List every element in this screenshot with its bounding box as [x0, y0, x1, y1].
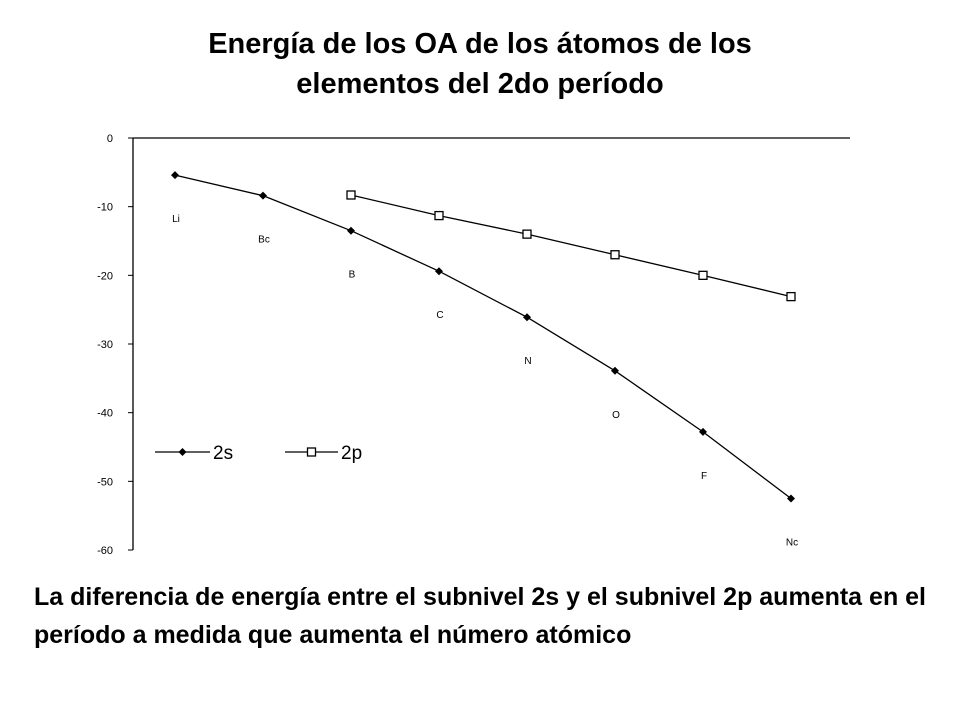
element-label: O	[612, 410, 620, 421]
title-line-2: elementos del 2do período	[296, 68, 664, 100]
series-line-2p	[350, 194, 792, 298]
data-point-2p	[434, 210, 444, 221]
data-point-2s	[171, 171, 179, 180]
data-point-2s	[699, 427, 707, 436]
data-point-2p	[786, 291, 796, 302]
element-label: Nc	[786, 538, 798, 549]
data-point-2p	[610, 250, 620, 260]
data-point-2p	[698, 270, 708, 280]
page-title: Energía de los OA de los átomos de los e…	[0, 24, 960, 104]
legend-label-2s: 2s	[213, 443, 233, 464]
data-point-2s	[611, 366, 619, 375]
y-tick-label: 0	[107, 133, 113, 145]
y-tick-label: -50	[97, 476, 113, 488]
y-tick-label: -40	[97, 408, 113, 420]
title-line-1: Energía de los OA de los átomos de los	[208, 28, 752, 60]
chart-legend: 2s 2p	[155, 443, 362, 464]
y-tick-label: -30	[97, 339, 113, 351]
legend-label-2p: 2p	[341, 443, 362, 464]
data-point-2s	[347, 226, 355, 235]
caption-text: La diferencia de energía entre el subniv…	[34, 583, 927, 649]
element-label: C	[436, 310, 443, 321]
data-point-2s	[787, 494, 795, 503]
element-label: B	[349, 270, 356, 281]
y-tick-label: -60	[97, 545, 113, 557]
data-point-2p	[346, 190, 356, 200]
element-label: N	[524, 356, 531, 367]
element-label: F	[701, 471, 707, 482]
legend-marker-2p	[306, 447, 317, 457]
legend-marker-2s	[178, 448, 187, 456]
data-point-2s	[259, 191, 267, 200]
element-label: Li	[172, 214, 180, 225]
y-tick-label: -20	[97, 270, 113, 282]
chart-series	[171, 171, 796, 503]
data-point-2p	[522, 229, 532, 239]
element-label: Bc	[258, 235, 270, 246]
chart-axes: 0 -10 -20 -30 -40 -50 -60	[97, 133, 850, 557]
y-tick-label: -10	[97, 202, 113, 214]
data-point-2s	[523, 313, 531, 322]
element-labels: Li Bc B C N O F Nc	[172, 214, 798, 548]
data-point-2s	[435, 267, 443, 276]
series-line-2s	[174, 174, 792, 500]
